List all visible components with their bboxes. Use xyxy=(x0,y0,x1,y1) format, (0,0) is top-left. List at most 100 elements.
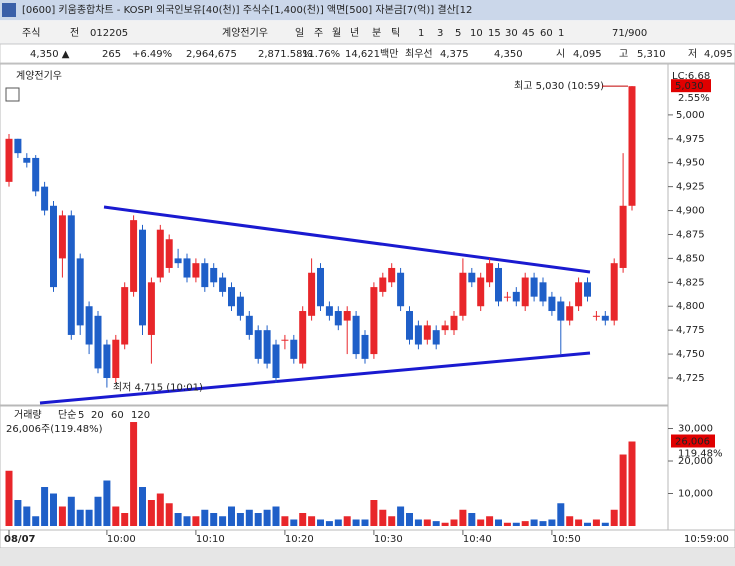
candle-body xyxy=(397,272,405,307)
price-panel xyxy=(0,63,669,406)
candle-body xyxy=(14,138,22,154)
candle-body xyxy=(530,277,538,297)
x-end-label: 10:59:00 xyxy=(684,534,729,545)
candle-body xyxy=(165,239,173,268)
volume-bar xyxy=(85,509,93,526)
candle-body xyxy=(210,267,218,283)
volume-ratio: 119.48% xyxy=(678,448,723,459)
volume-title: 거래량 xyxy=(14,409,42,421)
toolbar-item[interactable]: 1 xyxy=(558,28,564,39)
last-volume-label: 26,006 xyxy=(675,436,710,447)
candle-body xyxy=(245,315,253,335)
volume-bar xyxy=(575,519,583,526)
volume-bar xyxy=(610,509,618,526)
y-tick-label: 4,825 xyxy=(676,277,705,288)
quote-field: 2,964,675 xyxy=(186,49,237,60)
toolbar-item[interactable]: 주식 xyxy=(22,27,40,39)
candle-body xyxy=(601,315,609,321)
candle-body xyxy=(23,157,31,163)
volume-bar xyxy=(201,509,209,526)
toolbar-item[interactable]: 60 xyxy=(540,28,553,39)
candle-body xyxy=(41,186,49,211)
toolbar-item[interactable]: 일 xyxy=(295,27,304,39)
x-tick-label: 08/07 xyxy=(4,534,36,545)
y-tick-label: 4,975 xyxy=(676,134,705,145)
volume-bar xyxy=(174,513,182,526)
toolbar-item[interactable]: 틱 xyxy=(391,27,400,39)
toolbar-item[interactable]: 012205 xyxy=(90,28,128,39)
volume-bar xyxy=(192,516,200,526)
toolbar-item[interactable]: 월 xyxy=(332,27,341,39)
toolbar-item[interactable]: 1 xyxy=(418,28,424,39)
candle-body xyxy=(299,311,307,364)
toolbar-item[interactable]: 분 xyxy=(372,27,381,39)
candle-body xyxy=(628,86,636,206)
y-tick-label: 20,000 xyxy=(678,456,713,467)
scroll-bar[interactable] xyxy=(0,548,735,566)
toolbar-item[interactable]: 주 xyxy=(314,28,323,39)
y-tick-label: 30,000 xyxy=(678,424,713,435)
volume-bar xyxy=(361,519,369,526)
volume-bar xyxy=(352,519,360,526)
candle-body xyxy=(592,315,600,317)
last-price-label: 5,030 xyxy=(675,81,704,92)
candle-body xyxy=(388,267,396,283)
candle-body xyxy=(468,272,476,283)
volume-bar xyxy=(619,454,627,526)
toolbar-item[interactable]: 계양전기우 xyxy=(222,27,268,39)
quote-field: 4,095 xyxy=(573,49,602,60)
window-title: [0600] 키움종합차트 - KOSPI 외국인보유[40(천)] 주식수[1… xyxy=(22,4,472,16)
quote-field: 11.76% xyxy=(302,49,340,60)
candle-body xyxy=(228,287,235,307)
candle-body xyxy=(566,306,574,321)
toolbar-item[interactable]: 전 xyxy=(70,27,79,39)
volume-bar xyxy=(334,519,342,526)
volume-bar xyxy=(530,519,538,526)
volume-bar xyxy=(557,503,565,526)
candle-body xyxy=(370,287,378,355)
toolbar-item[interactable]: 10 xyxy=(470,28,483,39)
volume-bar xyxy=(281,516,289,526)
volume-bar xyxy=(76,509,84,526)
right-axis xyxy=(667,63,735,531)
quote-field: 시 xyxy=(556,48,565,60)
candle-body xyxy=(486,263,494,283)
volume-bar xyxy=(592,519,600,526)
volume-bar xyxy=(343,516,351,526)
candle-body xyxy=(103,344,111,378)
toolbar-item[interactable]: 45 xyxy=(522,28,535,39)
candle-body xyxy=(76,258,84,326)
toolbar-item[interactable]: 71/900 xyxy=(612,28,647,39)
grid-icon[interactable] xyxy=(5,87,20,102)
volume-bar xyxy=(147,500,155,526)
volume-bar xyxy=(601,522,609,526)
candle-body xyxy=(183,258,191,278)
candle-body xyxy=(584,282,591,297)
volume-bar xyxy=(112,506,120,526)
volume-bar xyxy=(441,522,449,526)
volume-legend-item: 단순 xyxy=(58,409,76,421)
toolbar-item[interactable]: 3 xyxy=(437,28,443,39)
volume-bar xyxy=(548,519,556,526)
candle-body xyxy=(334,311,342,326)
y-tick-label: 4,925 xyxy=(676,182,705,193)
candle-body xyxy=(85,306,93,345)
title-bar xyxy=(0,0,735,20)
candle-body xyxy=(58,215,66,259)
axis-note: LC:6.68 xyxy=(672,71,710,82)
volume-bar xyxy=(165,503,173,526)
toolbar-item[interactable]: 년 xyxy=(350,27,359,39)
candle-body xyxy=(32,157,40,192)
volume-bar xyxy=(406,513,413,526)
volume-bar xyxy=(228,506,235,526)
candle-body xyxy=(254,330,262,359)
toolbar-item[interactable]: 30 xyxy=(505,28,518,39)
volume-bar xyxy=(423,519,431,526)
x-tick-label: 10:30 xyxy=(374,534,403,545)
volume-bar xyxy=(156,493,164,526)
candle-body xyxy=(174,258,182,264)
toolbar-item[interactable]: 15 xyxy=(488,28,501,39)
volume-bar xyxy=(477,519,485,526)
toolbar-item[interactable]: 5 xyxy=(455,28,461,39)
y-tick-label: 4,850 xyxy=(676,253,705,264)
